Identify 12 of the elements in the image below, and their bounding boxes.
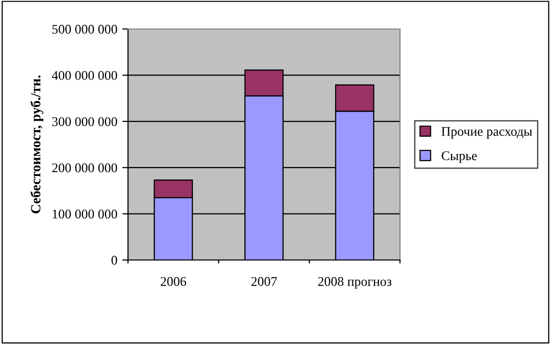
x-tick-label: 2007 (251, 277, 277, 286)
y-tick-label: 300 000 000 (52, 117, 118, 126)
legend-label: Прочие расходы (442, 127, 532, 139)
y-tick-label: 100 000 000 (52, 210, 118, 219)
x-tick-label: 2008 прогноз (318, 277, 392, 289)
y-axis-title: Себестоимост, руб./тн. (30, 76, 44, 214)
y-tick-label: 500 000 000 (52, 24, 118, 34)
y-tick-label: 200 000 000 (52, 163, 118, 172)
y-tick-label: 400 000 000 (52, 71, 118, 80)
x-tick-label: 2006 (160, 277, 186, 286)
y-tick-label: 0 (111, 256, 118, 265)
legend-label: Сырье (442, 151, 477, 163)
